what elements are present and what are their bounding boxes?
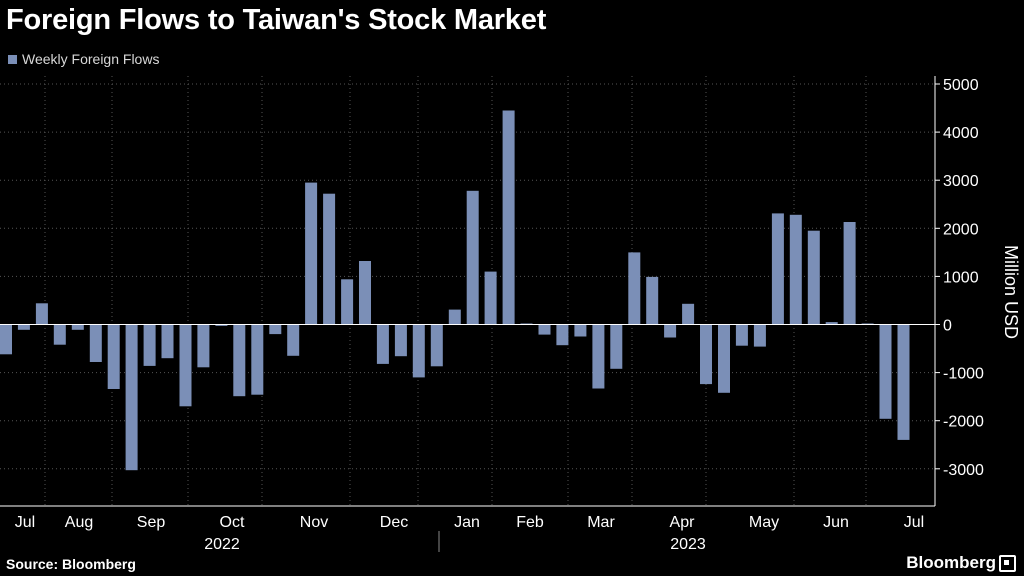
bar xyxy=(53,324,66,345)
bar xyxy=(0,324,12,355)
bar xyxy=(700,324,712,385)
bar xyxy=(179,324,192,407)
y-tick-label: 5000 xyxy=(943,77,979,94)
bars xyxy=(0,110,910,471)
x-tick-label: Mar xyxy=(587,514,615,531)
bar xyxy=(646,276,659,325)
x-year-label: 2022 xyxy=(204,536,240,553)
x-tick-label: Oct xyxy=(220,514,245,531)
y-tick-label: 3000 xyxy=(943,173,979,190)
bar xyxy=(610,324,623,369)
bar xyxy=(592,324,605,389)
bar xyxy=(161,324,174,359)
y-tick-label: -1000 xyxy=(943,366,984,383)
x-tick-label: Jul xyxy=(15,514,35,531)
bar xyxy=(17,324,30,330)
bar xyxy=(556,324,569,346)
bar xyxy=(466,190,479,325)
bar xyxy=(789,214,802,325)
y-axis-ticks: 5000 4000 3000 2000 1000 0 -1000 -2000 -3000 xyxy=(935,77,984,479)
bar xyxy=(448,309,461,325)
bar xyxy=(215,324,228,326)
bar xyxy=(305,182,318,325)
source-note: Source: Bloomberg xyxy=(6,556,136,572)
bar xyxy=(71,324,84,330)
bar xyxy=(502,110,515,325)
bar xyxy=(323,193,336,325)
bar xyxy=(574,324,587,337)
bar xyxy=(664,324,677,338)
bar xyxy=(125,324,138,471)
logo-icon xyxy=(999,554,1016,572)
bar xyxy=(107,324,120,389)
bar xyxy=(394,324,407,357)
x-tick-label: Dec xyxy=(380,514,408,531)
x-tick-label: Nov xyxy=(300,514,328,531)
y-tick-label: 0 xyxy=(943,318,952,335)
bar xyxy=(287,324,300,356)
x-tick-label: Feb xyxy=(516,514,544,531)
x-tick-label: May xyxy=(749,514,779,531)
y-tick-label: -2000 xyxy=(943,414,984,431)
y-tick-label: 4000 xyxy=(943,125,979,142)
bar xyxy=(879,324,892,419)
bar xyxy=(35,303,48,325)
x-tick-label: Apr xyxy=(670,514,696,531)
bar xyxy=(484,271,497,325)
x-tick-label: Aug xyxy=(65,514,93,531)
legend: Weekly Foreign Flows xyxy=(8,51,159,67)
bar xyxy=(718,324,730,393)
x-tick-label: Sep xyxy=(137,514,166,531)
bar xyxy=(807,230,820,325)
bar xyxy=(412,324,425,378)
y-tick-label: 2000 xyxy=(943,221,979,238)
bar xyxy=(753,324,766,347)
x-axis-ticks: Jul Aug Sep Oct Nov Dec Jan Feb Mar Apr May Jun Jul 2… xyxy=(15,514,924,553)
logo-text: Bloomberg xyxy=(906,553,996,572)
y-tick-label: 1000 xyxy=(943,269,979,286)
bar xyxy=(897,324,910,440)
bar xyxy=(269,324,282,335)
x-year-label: 2023 xyxy=(670,536,706,553)
bar xyxy=(628,252,641,325)
bar xyxy=(359,261,371,325)
x-tick-label: Jun xyxy=(823,514,849,531)
bar xyxy=(843,222,856,325)
bar xyxy=(89,324,102,362)
chart-title: Foreign Flows to Taiwan's Stock Market xyxy=(6,4,547,36)
legend-swatch xyxy=(8,54,17,64)
bar xyxy=(143,324,156,366)
bar xyxy=(233,324,246,397)
bar xyxy=(825,322,838,325)
bar xyxy=(197,324,210,368)
x-tick-label: Jan xyxy=(454,514,480,531)
bar xyxy=(682,303,695,325)
bar xyxy=(735,324,748,346)
bar xyxy=(376,324,389,364)
bar xyxy=(538,324,551,335)
y-tick-label: -3000 xyxy=(943,462,984,479)
bar xyxy=(251,324,264,395)
axes xyxy=(0,76,936,507)
bloomberg-logo: Bloomberg xyxy=(906,553,1016,573)
bar xyxy=(341,279,354,325)
legend-label: Weekly Foreign Flows xyxy=(22,51,160,67)
bar xyxy=(771,213,784,325)
y-axis-label: Million USD xyxy=(1001,245,1021,339)
bar xyxy=(430,324,443,367)
x-tick-label: Jul xyxy=(904,514,924,531)
